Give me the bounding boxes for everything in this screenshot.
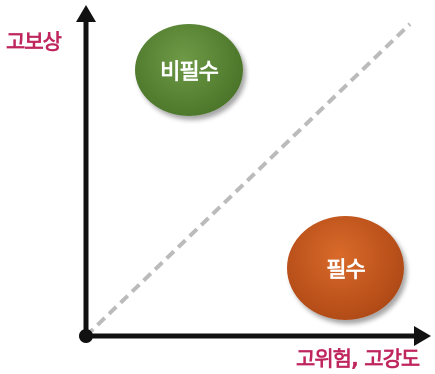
optional-bubble: 비필수 <box>135 24 243 116</box>
x-axis-label: 고위험, 고강도 <box>296 347 420 371</box>
optional-bubble-label: 비필수 <box>160 60 219 85</box>
y-axis-label: 고보상 <box>6 30 62 54</box>
diagonal-dashed-line <box>84 22 412 338</box>
required-bubble: 필수 <box>287 216 404 320</box>
origin-dot <box>79 329 93 343</box>
y-axis-arrow-icon <box>76 5 96 22</box>
x-axis-arrow-icon <box>414 326 431 346</box>
required-bubble-label: 필수 <box>326 258 365 283</box>
